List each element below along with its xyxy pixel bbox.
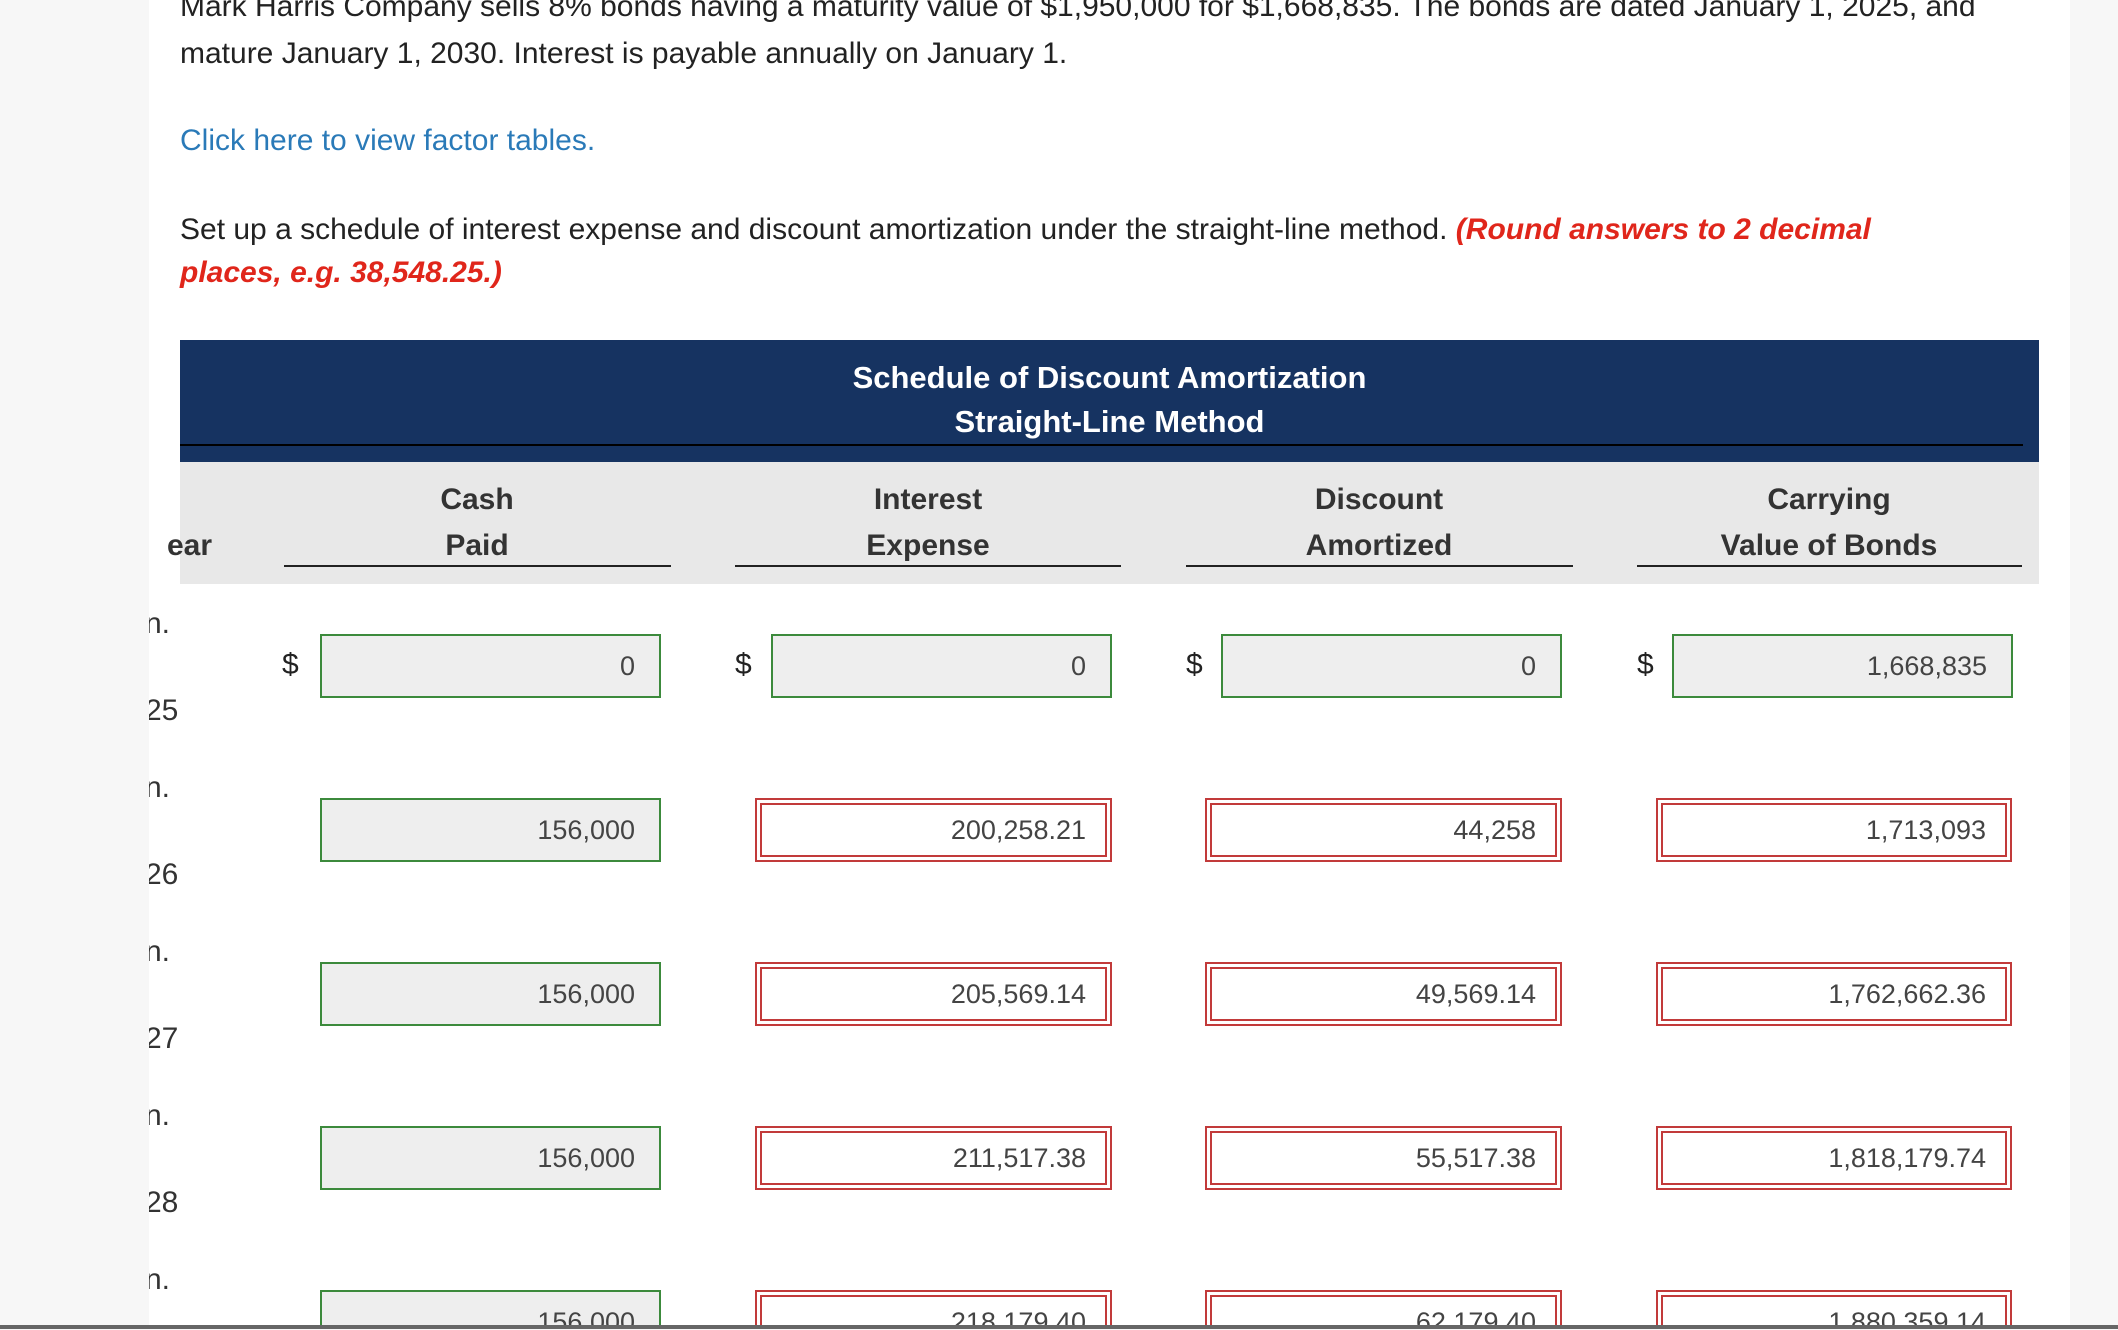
row-date: 28: [149, 1186, 179, 1219]
answer-input[interactable]: 0: [1221, 634, 1562, 698]
currency-symbol: $: [1637, 648, 1654, 681]
column-underline: [284, 565, 671, 567]
column-underline: [1637, 565, 2022, 567]
answer-input[interactable]: 0: [771, 634, 1112, 698]
instruction-emphasis: places, e.g. 38,548.25.): [180, 256, 502, 289]
column-header: Amortized: [1305, 529, 1453, 562]
column-header: Value of Bonds: [1720, 529, 1938, 562]
factor-tables-link[interactable]: Click here to view factor tables.: [180, 124, 596, 157]
row-date: n.: [149, 771, 171, 804]
row-date: n.: [149, 935, 171, 968]
answer-input-incorrect[interactable]: 1,713,093: [1656, 798, 2012, 862]
answer-input[interactable]: 156,000: [320, 798, 661, 862]
answer-input[interactable]: 156,000: [320, 962, 661, 1026]
row-date: n.: [149, 607, 171, 640]
answer-input-incorrect[interactable]: 1,762,662.36: [1656, 962, 2012, 1026]
answer-input-incorrect[interactable]: 49,569.14: [1205, 962, 1562, 1026]
table-subtitle: Straight-Line Method: [954, 404, 1265, 439]
answer-input-incorrect[interactable]: 62,179.40: [1205, 1290, 1562, 1327]
answer-input[interactable]: 0: [320, 634, 661, 698]
year-header: ear: [167, 529, 213, 562]
column-header: Interest: [873, 483, 983, 516]
answer-input-incorrect[interactable]: 200,258.21: [755, 798, 1112, 862]
table-title: Schedule of Discount Amortization: [852, 360, 1367, 395]
row-date: 25: [149, 694, 179, 727]
column-header: Carrying: [1767, 483, 1891, 516]
column-underline: [735, 565, 1121, 567]
row-date: 27: [149, 1022, 179, 1055]
currency-symbol: $: [282, 648, 299, 681]
answer-input-incorrect[interactable]: 211,517.38: [755, 1126, 1112, 1190]
answer-input-incorrect[interactable]: 55,517.38: [1205, 1126, 1562, 1190]
currency-symbol: $: [1186, 648, 1203, 681]
answer-input[interactable]: 156,000: [320, 1290, 661, 1327]
row-date: 26: [149, 858, 179, 891]
column-header: Expense: [866, 529, 990, 562]
content-panel: Mark Harris Company sells 8% bonds havin…: [149, 0, 2070, 1327]
instruction: Set up a schedule of interest expense an…: [180, 213, 1871, 247]
answer-input-incorrect[interactable]: 205,569.14: [755, 962, 1112, 1026]
problem-text: mature January 1, 2030. Interest is paya…: [180, 37, 1068, 70]
answer-input-incorrect[interactable]: 44,258: [1205, 798, 1562, 862]
bottom-border: [0, 1325, 2118, 1329]
row-date: n.: [149, 1099, 171, 1132]
row-date: n.: [149, 1263, 171, 1296]
instruction-text: Set up a schedule of interest expense an…: [180, 213, 1448, 246]
problem-text: Mark Harris Company sells 8% bonds havin…: [180, 0, 1976, 23]
instruction-emphasis: (Round answers to 2 decimal: [1455, 213, 1871, 246]
header-rule: [180, 444, 2023, 446]
currency-symbol: $: [735, 648, 752, 681]
answer-input-incorrect[interactable]: 218,179.40: [755, 1290, 1112, 1327]
column-header: Discount: [1314, 483, 1444, 516]
answer-input[interactable]: 1,668,835: [1672, 634, 2013, 698]
answer-input-incorrect[interactable]: 1,818,179.74: [1656, 1126, 2012, 1190]
answer-input[interactable]: 156,000: [320, 1126, 661, 1190]
column-header: Cash: [440, 483, 514, 516]
answer-input-incorrect[interactable]: 1,880,359.14: [1656, 1290, 2012, 1327]
column-header-band: [180, 462, 2039, 584]
column-header: Paid: [445, 529, 509, 562]
table-header: Schedule of Discount Amortization Straig…: [180, 340, 2039, 462]
column-underline: [1186, 565, 1573, 567]
